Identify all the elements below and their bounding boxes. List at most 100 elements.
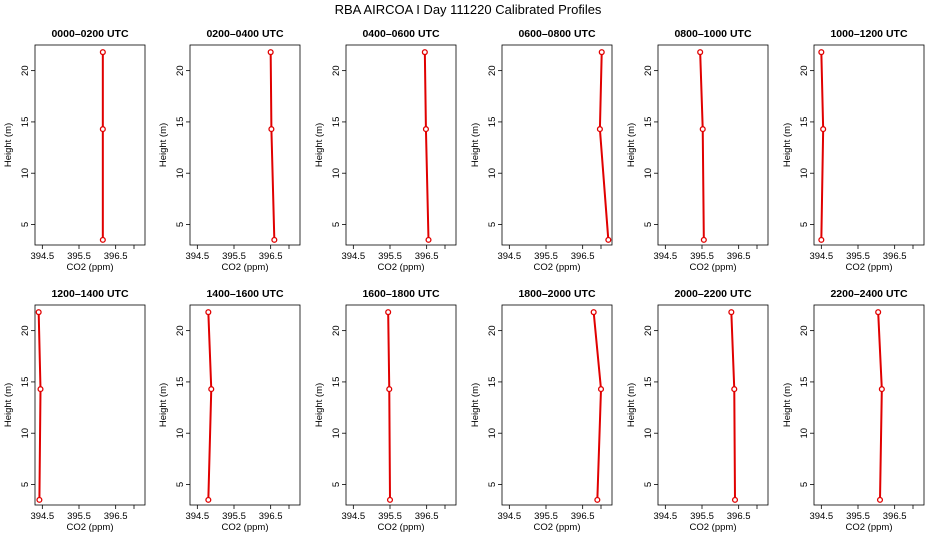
x-axis-label: CO2 (ppm) bbox=[846, 262, 893, 273]
profile-point bbox=[36, 496, 43, 503]
y-tick-label: 5 bbox=[643, 482, 654, 487]
profile-point bbox=[818, 49, 825, 56]
y-tick-label: 5 bbox=[175, 482, 186, 487]
y-axis-label: Height (m) bbox=[158, 123, 169, 167]
x-axis-label: CO2 (ppm) bbox=[67, 262, 114, 273]
x-tick-label: 396.5 bbox=[104, 251, 128, 262]
y-tick-label: 15 bbox=[175, 117, 186, 128]
profile-line bbox=[820, 52, 825, 240]
plot-frame bbox=[34, 304, 146, 506]
x-tick-label: 396.5 bbox=[415, 511, 439, 522]
x-tick-label: 394.5 bbox=[809, 251, 833, 262]
y-tick-label: 20 bbox=[643, 65, 654, 76]
x-tick-label: 396.5 bbox=[415, 251, 439, 262]
x-tick-label: 395.5 bbox=[534, 251, 558, 262]
profile-point bbox=[99, 126, 106, 133]
plot-frame bbox=[813, 304, 925, 506]
profile-panel: 2200–2400 UTC 394.5 395.5 396.5 5 10 15 20 CO2 (… bbox=[782, 288, 925, 533]
y-tick-label: 20 bbox=[20, 65, 31, 76]
x-axis-label: CO2 (ppm) bbox=[67, 522, 114, 533]
profile-point bbox=[876, 496, 884, 503]
profile-point bbox=[386, 496, 394, 503]
plot-frame bbox=[189, 304, 301, 506]
y-tick-label: 10 bbox=[20, 428, 31, 439]
profile-point bbox=[731, 386, 738, 393]
profile-panel: 0600–0800 UTC 394.5 395.5 396.5 5 10 15 20 CO2 (… bbox=[470, 28, 613, 273]
plot-frame bbox=[501, 304, 613, 506]
x-tick-label: 396.5 bbox=[883, 511, 907, 522]
y-tick-label: 15 bbox=[799, 377, 810, 388]
profile-line bbox=[598, 52, 610, 240]
y-tick-label: 20 bbox=[175, 325, 186, 336]
y-tick-label: 15 bbox=[331, 377, 342, 388]
y-tick-label: 5 bbox=[331, 222, 342, 227]
profile-point bbox=[208, 386, 215, 393]
y-tick-label: 15 bbox=[175, 377, 186, 388]
y-axis-label: Height (m) bbox=[470, 383, 481, 427]
y-tick-label: 5 bbox=[487, 482, 498, 487]
y-axis-label: Height (m) bbox=[782, 383, 793, 427]
x-tick-label: 394.5 bbox=[30, 251, 54, 262]
profile-point bbox=[697, 49, 704, 56]
x-tick-label: 395.5 bbox=[534, 511, 558, 522]
x-tick-label: 395.5 bbox=[690, 511, 714, 522]
profile-point bbox=[598, 49, 605, 56]
x-tick-label: 396.5 bbox=[571, 511, 595, 522]
plot-frame bbox=[657, 44, 769, 246]
y-tick-label: 20 bbox=[175, 65, 186, 76]
profile-point bbox=[590, 309, 597, 316]
panel-title: 1000–1200 UTC bbox=[830, 28, 907, 40]
profile-line bbox=[269, 52, 276, 240]
y-tick-label: 15 bbox=[20, 377, 31, 388]
x-tick-label: 396.5 bbox=[727, 251, 751, 262]
plot-frame bbox=[813, 44, 925, 246]
y-tick-label: 20 bbox=[331, 325, 342, 336]
profile-point bbox=[422, 126, 429, 133]
y-tick-label: 15 bbox=[643, 377, 654, 388]
profile-panel: 1600–1800 UTC 394.5 395.5 396.5 5 10 15 20 CO2 (… bbox=[314, 288, 457, 533]
y-axis-label: Height (m) bbox=[626, 383, 637, 427]
x-tick-label: 396.5 bbox=[259, 511, 283, 522]
x-tick-label: 395.5 bbox=[690, 251, 714, 262]
plot-frame bbox=[345, 304, 457, 506]
profile-point bbox=[594, 496, 601, 503]
profile-panel: 2000–2200 UTC 394.5 395.5 396.5 5 10 15 20 CO2 (… bbox=[626, 288, 769, 533]
y-tick-label: 10 bbox=[331, 428, 342, 439]
x-tick-label: 395.5 bbox=[378, 511, 402, 522]
profile-point bbox=[728, 309, 735, 316]
profile-point bbox=[386, 386, 393, 393]
x-axis-label: CO2 (ppm) bbox=[222, 522, 269, 533]
y-tick-label: 20 bbox=[20, 325, 31, 336]
y-tick-label: 15 bbox=[487, 377, 498, 388]
panel-title: 2000–2200 UTC bbox=[674, 288, 751, 300]
x-tick-label: 394.5 bbox=[497, 251, 521, 262]
profile-panel: 1400–1600 UTC 394.5 395.5 396.5 5 10 15 20 CO2 (… bbox=[158, 288, 301, 533]
plot-frame bbox=[34, 44, 146, 246]
profile-point bbox=[875, 309, 882, 316]
panel-title: 0800–1000 UTC bbox=[674, 28, 751, 40]
x-tick-label: 395.5 bbox=[222, 511, 246, 522]
profile-point bbox=[37, 386, 44, 393]
profile-point bbox=[267, 49, 274, 56]
panel-title: 1200–1400 UTC bbox=[51, 288, 128, 300]
profile-point bbox=[731, 496, 739, 503]
profile-line bbox=[387, 312, 391, 500]
y-tick-label: 10 bbox=[331, 168, 342, 179]
x-tick-label: 394.5 bbox=[497, 511, 521, 522]
y-axis-label: Height (m) bbox=[626, 123, 637, 167]
y-tick-label: 5 bbox=[331, 482, 342, 487]
plot-frame bbox=[501, 44, 613, 246]
x-axis-label: CO2 (ppm) bbox=[690, 262, 737, 273]
x-axis-label: CO2 (ppm) bbox=[378, 522, 425, 533]
y-tick-label: 5 bbox=[643, 222, 654, 227]
x-tick-label: 395.5 bbox=[222, 251, 246, 262]
y-axis-label: Height (m) bbox=[782, 123, 793, 167]
y-tick-label: 5 bbox=[175, 222, 186, 227]
profile-point bbox=[820, 126, 827, 133]
x-tick-label: 395.5 bbox=[67, 511, 91, 522]
x-axis-label: CO2 (ppm) bbox=[222, 262, 269, 273]
y-tick-label: 15 bbox=[20, 117, 31, 128]
panel-title: 0400–0600 UTC bbox=[362, 28, 439, 40]
